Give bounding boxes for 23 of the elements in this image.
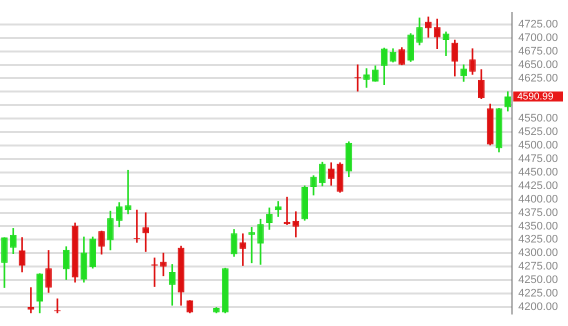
y-tick-label: 4375.00 bbox=[518, 206, 558, 219]
y-tick-label: 4350.00 bbox=[518, 220, 558, 232]
y-tick-label: 4525.00 bbox=[518, 126, 558, 138]
y-tick-label: 4700.00 bbox=[518, 32, 558, 44]
y-tick-label: 4425.00 bbox=[518, 180, 558, 192]
text: 4590.99 bbox=[517, 91, 554, 102]
candlestick bbox=[124, 170, 132, 214]
y-tick-label: 4325.00 bbox=[518, 234, 558, 246]
y-tick-label: 4225.00 bbox=[518, 288, 558, 300]
y-tick-label: 4250.00 bbox=[518, 274, 558, 286]
candlestick bbox=[151, 258, 158, 287]
y-tick-label: 4300.00 bbox=[518, 247, 558, 260]
y-tick-label: 4675.00 bbox=[518, 45, 558, 58]
y-tick-label: 4400.00 bbox=[518, 193, 558, 206]
y-tick-label: 4725.00 bbox=[518, 18, 558, 30]
y-tick-label: 4450.00 bbox=[518, 166, 558, 178]
y-tick-label: 4500.00 bbox=[518, 140, 558, 152]
y-tick-label: 4200.00 bbox=[518, 300, 558, 313]
y-tick-label: 4625.00 bbox=[518, 72, 558, 84]
y-tick-label: 4650.00 bbox=[518, 58, 558, 71]
y-tick-label: 4475.00 bbox=[518, 152, 558, 165]
y-tick-label: 4550.00 bbox=[518, 112, 558, 125]
y-tick-label: 4275.00 bbox=[518, 260, 558, 273]
